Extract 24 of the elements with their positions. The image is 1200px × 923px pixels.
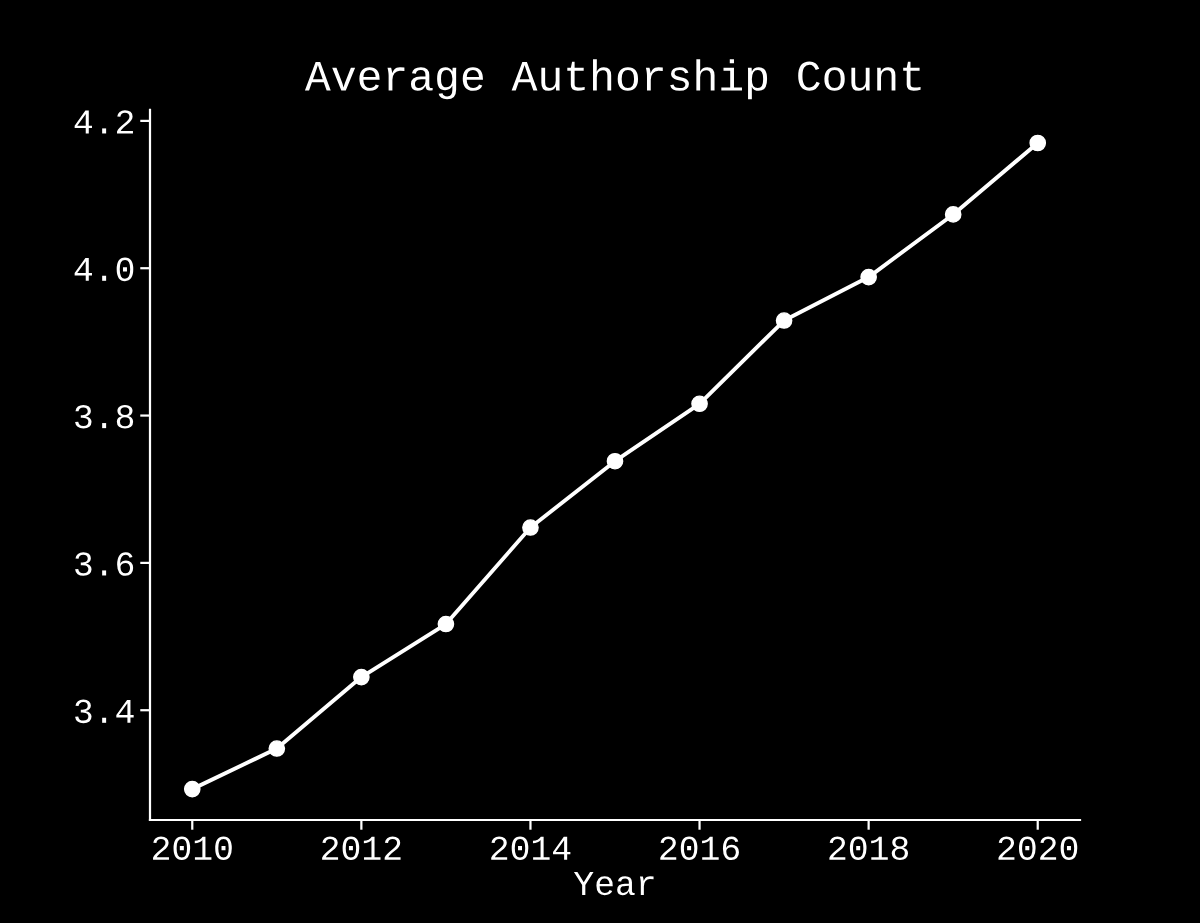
y-tick-label: 4.2 <box>74 110 133 134</box>
point <box>606 452 624 470</box>
chart-title: Average Authorship Count <box>304 59 921 100</box>
point <box>691 395 708 413</box>
x-tick-label: 2020 <box>998 836 1078 861</box>
x-tick-label: 2012 <box>322 836 401 861</box>
point <box>860 268 877 286</box>
x-axis-title: Year <box>573 872 654 896</box>
x-tick-label: 2018 <box>829 836 909 861</box>
point <box>183 780 201 798</box>
x-tick-label: 2014 <box>491 836 571 861</box>
point <box>522 519 539 536</box>
y-tick-label: 3.4 <box>75 699 134 724</box>
x-tick-label: 2016 <box>660 836 739 861</box>
y-tick-label: 4.0 <box>74 257 134 282</box>
point <box>775 312 793 329</box>
point <box>437 615 455 633</box>
y-tick-label: 3.8 <box>75 404 134 429</box>
y-tick-label: 3.6 <box>75 552 134 576</box>
x-tick-label: 2010 <box>153 836 232 861</box>
point <box>353 668 370 686</box>
point <box>944 206 962 223</box>
point <box>268 740 286 757</box>
point <box>1029 134 1047 152</box>
